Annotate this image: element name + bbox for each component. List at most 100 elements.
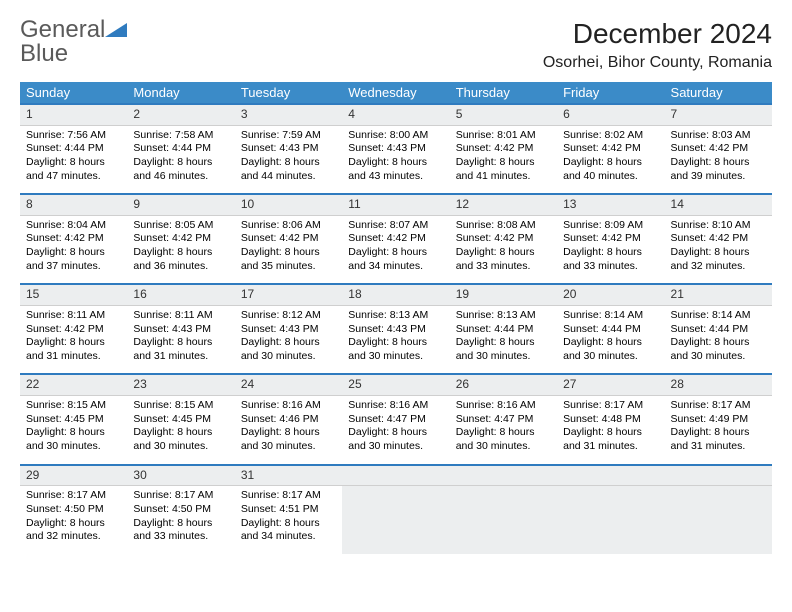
- day-number-row: 22232425262728: [20, 374, 772, 395]
- daylight-text-2: and 33 minutes.: [563, 260, 658, 274]
- sunset-text: Sunset: 4:45 PM: [26, 413, 121, 427]
- day-number: 16: [127, 284, 234, 305]
- daylight-text-1: Daylight: 8 hours: [241, 336, 336, 350]
- sunset-text: Sunset: 4:44 PM: [26, 142, 121, 156]
- sunset-text: Sunset: 4:42 PM: [456, 142, 551, 156]
- daylight-text-2: and 35 minutes.: [241, 260, 336, 274]
- day-number-row: 1234567: [20, 104, 772, 125]
- day-cell: Sunrise: 8:13 AMSunset: 4:43 PMDaylight:…: [342, 305, 449, 374]
- daylight-text-2: and 30 minutes.: [348, 440, 443, 454]
- sunset-text: Sunset: 4:45 PM: [133, 413, 228, 427]
- sunset-text: Sunset: 4:43 PM: [348, 142, 443, 156]
- daylight-text-1: Daylight: 8 hours: [241, 156, 336, 170]
- day-number-row: 293031: [20, 465, 772, 486]
- day-number-row: 15161718192021: [20, 284, 772, 305]
- weekday-header: Thursday: [450, 82, 557, 104]
- daylight-text-1: Daylight: 8 hours: [26, 517, 121, 531]
- sunset-text: Sunset: 4:42 PM: [26, 232, 121, 246]
- sunrise-text: Sunrise: 8:07 AM: [348, 219, 443, 233]
- sunrise-text: Sunrise: 7:59 AM: [241, 129, 336, 143]
- day-number: [665, 465, 772, 486]
- daylight-text-2: and 30 minutes.: [671, 350, 766, 364]
- day-cell: Sunrise: 8:15 AMSunset: 4:45 PMDaylight:…: [127, 396, 234, 465]
- day-cell: Sunrise: 8:10 AMSunset: 4:42 PMDaylight:…: [665, 215, 772, 284]
- day-cell: Sunrise: 8:16 AMSunset: 4:47 PMDaylight:…: [450, 396, 557, 465]
- daylight-text-1: Daylight: 8 hours: [133, 156, 228, 170]
- day-number: 18: [342, 284, 449, 305]
- sunset-text: Sunset: 4:42 PM: [241, 232, 336, 246]
- daylight-text-1: Daylight: 8 hours: [133, 246, 228, 260]
- sunset-text: Sunset: 4:44 PM: [563, 323, 658, 337]
- daylight-text-2: and 30 minutes.: [26, 440, 121, 454]
- day-number: [342, 465, 449, 486]
- day-cell: Sunrise: 8:17 AMSunset: 4:49 PMDaylight:…: [665, 396, 772, 465]
- daylight-text-1: Daylight: 8 hours: [456, 336, 551, 350]
- daylight-text-2: and 33 minutes.: [133, 530, 228, 544]
- location: Osorhei, Bihor County, Romania: [543, 54, 772, 72]
- day-cell: Sunrise: 8:16 AMSunset: 4:47 PMDaylight:…: [342, 396, 449, 465]
- sunrise-text: Sunrise: 8:04 AM: [26, 219, 121, 233]
- daylight-text-2: and 33 minutes.: [456, 260, 551, 274]
- day-number: 20: [557, 284, 664, 305]
- sunrise-text: Sunrise: 8:17 AM: [671, 399, 766, 413]
- daylight-text-1: Daylight: 8 hours: [456, 156, 551, 170]
- daylight-text-2: and 41 minutes.: [456, 170, 551, 184]
- day-cell: Sunrise: 8:14 AMSunset: 4:44 PMDaylight:…: [665, 305, 772, 374]
- day-number: 6: [557, 104, 664, 125]
- daylight-text-2: and 34 minutes.: [348, 260, 443, 274]
- sunset-text: Sunset: 4:51 PM: [241, 503, 336, 517]
- sunset-text: Sunset: 4:42 PM: [26, 323, 121, 337]
- day-number: 30: [127, 465, 234, 486]
- day-number: 24: [235, 374, 342, 395]
- sunset-text: Sunset: 4:42 PM: [671, 232, 766, 246]
- sunrise-text: Sunrise: 8:09 AM: [563, 219, 658, 233]
- day-content-row: Sunrise: 8:17 AMSunset: 4:50 PM Daylight:…: [20, 486, 772, 554]
- daylight-text-1: Daylight: 8 hours: [26, 336, 121, 350]
- sunrise-text: Sunrise: 8:11 AM: [133, 309, 228, 323]
- daylight-text-1: Daylight: 8 hours: [456, 426, 551, 440]
- day-number: 29: [20, 465, 127, 486]
- day-cell: Sunrise: 8:17 AMSunset: 4:51 PMDaylight:…: [235, 486, 342, 554]
- day-number: 25: [342, 374, 449, 395]
- day-cell: Sunrise: 8:17 AMSunset: 4:50 PMDaylight:…: [20, 486, 127, 554]
- day-cell: Sunrise: 8:13 AMSunset: 4:44 PMDaylight:…: [450, 305, 557, 374]
- sunrise-text: Sunrise: 8:17 AM: [563, 399, 658, 413]
- logo-triangle-icon: [105, 19, 127, 37]
- sunset-text: Sunset: 4:44 PM: [456, 323, 551, 337]
- daylight-text-2: and 30 minutes.: [348, 350, 443, 364]
- day-number: 2: [127, 104, 234, 125]
- daylight-text-2: and 36 minutes.: [133, 260, 228, 274]
- sunrise-text: Sunrise: 8:17 AM: [133, 489, 228, 503]
- day-number: 5: [450, 104, 557, 125]
- day-cell: Sunrise: 8:01 AMSunset: 4:42 PMDaylight:…: [450, 125, 557, 194]
- weekday-header: Saturday: [665, 82, 772, 104]
- sunrise-text: Sunrise: 8:16 AM: [241, 399, 336, 413]
- day-number: 31: [235, 465, 342, 486]
- daylight-text-1: Daylight: 8 hours: [348, 426, 443, 440]
- daylight-text-2: and 31 minutes.: [133, 350, 228, 364]
- day-number-row: 891011121314: [20, 194, 772, 215]
- day-cell: Sunrise: 7:59 AMSunset: 4:43 PMDaylight:…: [235, 125, 342, 194]
- sunset-text: Sunset: 4:49 PM: [671, 413, 766, 427]
- daylight-text-1: Daylight: 8 hours: [348, 246, 443, 260]
- day-number: 17: [235, 284, 342, 305]
- daylight-text-2: and 37 minutes.: [26, 260, 121, 274]
- daylight-text-2: and 31 minutes.: [26, 350, 121, 364]
- day-number: 10: [235, 194, 342, 215]
- day-number: 15: [20, 284, 127, 305]
- daylight-text-2: and 30 minutes.: [456, 350, 551, 364]
- day-cell: Sunrise: 8:14 AMSunset: 4:44 PMDaylight:…: [557, 305, 664, 374]
- daylight-text-2: and 47 minutes.: [26, 170, 121, 184]
- daylight-text-2: and 34 minutes.: [241, 530, 336, 544]
- sunset-text: Sunset: 4:47 PM: [456, 413, 551, 427]
- weekday-header-row: Sunday Monday Tuesday Wednesday Thursday…: [20, 82, 772, 104]
- daylight-text-1: Daylight: 8 hours: [26, 426, 121, 440]
- day-cell: Sunrise: 8:11 AMSunset: 4:42 PMDaylight:…: [20, 305, 127, 374]
- daylight-text-1: Daylight: 8 hours: [241, 426, 336, 440]
- day-number: 28: [665, 374, 772, 395]
- sunrise-text: Sunrise: 8:12 AM: [241, 309, 336, 323]
- day-cell: Sunrise: 7:56 AMSunset: 4:44 PMDaylight:…: [20, 125, 127, 194]
- sunset-text: Sunset: 4:50 PM: [133, 503, 228, 517]
- day-content-row: Sunrise: 8:11 AMSunset: 4:42 PMDaylight:…: [20, 305, 772, 374]
- sunrise-text: Sunrise: 8:03 AM: [671, 129, 766, 143]
